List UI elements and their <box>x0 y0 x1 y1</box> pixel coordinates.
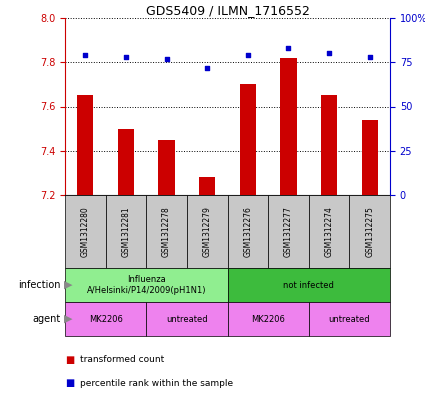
Text: GSM1312279: GSM1312279 <box>203 206 212 257</box>
Text: GSM1312278: GSM1312278 <box>162 206 171 257</box>
Text: GSM1312281: GSM1312281 <box>122 206 130 257</box>
Bar <box>227 268 390 302</box>
Text: GSM1312277: GSM1312277 <box>284 206 293 257</box>
Point <box>122 54 129 60</box>
Text: untreated: untreated <box>329 314 370 323</box>
Text: GSM1312276: GSM1312276 <box>243 206 252 257</box>
Bar <box>146 195 187 268</box>
Bar <box>280 58 297 195</box>
Point <box>366 54 373 60</box>
Bar <box>268 195 309 268</box>
Bar <box>362 120 378 195</box>
Bar <box>65 195 106 268</box>
Point <box>204 64 210 71</box>
Text: untreated: untreated <box>166 314 208 323</box>
Bar <box>65 268 227 302</box>
Bar <box>187 195 227 268</box>
Title: GDS5409 / ILMN_1716552: GDS5409 / ILMN_1716552 <box>145 4 309 17</box>
Point <box>82 52 89 58</box>
Text: ■: ■ <box>65 354 74 365</box>
Text: not infected: not infected <box>283 281 334 290</box>
Bar <box>106 195 146 268</box>
Text: agent: agent <box>32 314 61 324</box>
Bar <box>146 302 227 336</box>
Point <box>285 45 292 51</box>
Bar <box>199 177 215 195</box>
Point <box>163 55 170 62</box>
Bar <box>240 84 256 195</box>
Bar <box>77 95 94 195</box>
Text: transformed count: transformed count <box>80 355 164 364</box>
Text: percentile rank within the sample: percentile rank within the sample <box>80 379 233 387</box>
Bar <box>227 302 309 336</box>
Text: ▶: ▶ <box>64 280 72 290</box>
Text: GSM1312275: GSM1312275 <box>365 206 374 257</box>
Text: ■: ■ <box>65 378 74 388</box>
Bar <box>309 195 349 268</box>
Bar <box>349 195 390 268</box>
Text: GSM1312280: GSM1312280 <box>81 206 90 257</box>
Bar <box>227 195 268 268</box>
Point <box>244 52 251 58</box>
Text: MK2206: MK2206 <box>89 314 122 323</box>
Bar <box>309 302 390 336</box>
Text: GSM1312274: GSM1312274 <box>325 206 334 257</box>
Bar <box>159 140 175 195</box>
Point <box>326 50 332 57</box>
Bar <box>321 95 337 195</box>
Text: Influenza
A/Helsinki/P14/2009(pH1N1): Influenza A/Helsinki/P14/2009(pH1N1) <box>87 275 206 295</box>
Bar <box>118 129 134 195</box>
Text: MK2206: MK2206 <box>251 314 285 323</box>
Bar <box>65 302 146 336</box>
Text: ▶: ▶ <box>64 314 72 324</box>
Text: infection: infection <box>18 280 61 290</box>
